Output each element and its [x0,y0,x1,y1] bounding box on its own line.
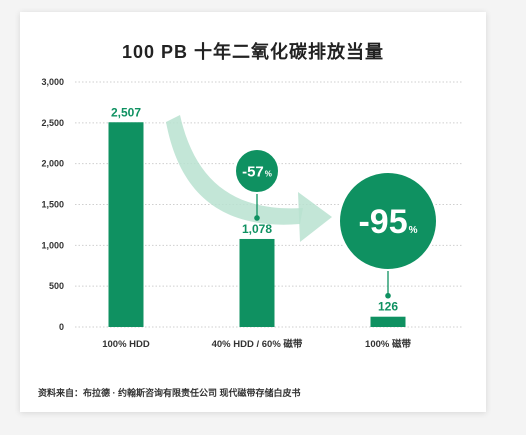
y-tick-label: 3,000 [41,77,64,87]
annotation-suffix: % [409,225,418,236]
y-tick-label: 0 [59,322,64,332]
source-note: 资料来自：布拉德 · 约翰斯咨询有限责任公司 现代磁带存储白皮书 [38,388,301,398]
y-tick-label: 2,000 [41,159,64,169]
bar-value-label: 126 [378,300,398,314]
trend-arrow-head [298,192,332,242]
annotation-dot [254,215,260,221]
annotation-suffix: % [265,169,272,178]
bar [370,316,406,327]
y-tick-label: 1,500 [41,200,64,210]
bar [239,238,275,327]
annotation-badge [234,148,280,194]
bar-chart: 0 500 1,000 1,500 2,000 2,500 3,000 2,507 1,078 1… [41,77,463,350]
annotation-dot [385,292,391,299]
chart-title: 100 PB 十年二氧化碳排放当量 [121,42,385,62]
x-tick-label: 100% HDD [102,339,150,350]
bar-value-label: 2,507 [111,105,141,119]
annotation-value: -95% [358,203,417,241]
y-tick-label: 1,000 [41,240,64,250]
chart-card: 100 PB 十年二氧化碳排放当量 0 500 1,000 1,500 2,000 2,5… [20,12,486,412]
x-tick-label: 40% HDD / 60% 磁带 [212,338,303,350]
bar-value-label: 1,078 [242,222,272,236]
annotation-value: -57% [242,163,272,180]
trend-arrow-body [166,115,303,225]
annotation-number: -57 [242,163,264,180]
x-tick-label: 100% 磁带 [365,338,411,350]
bar [108,122,144,328]
y-tick-label: 500 [49,281,64,291]
annotation-badge [338,171,438,271]
annotation-number: -95 [358,203,407,241]
trend-arrow [166,115,332,242]
y-tick-label: 2,500 [41,118,64,128]
